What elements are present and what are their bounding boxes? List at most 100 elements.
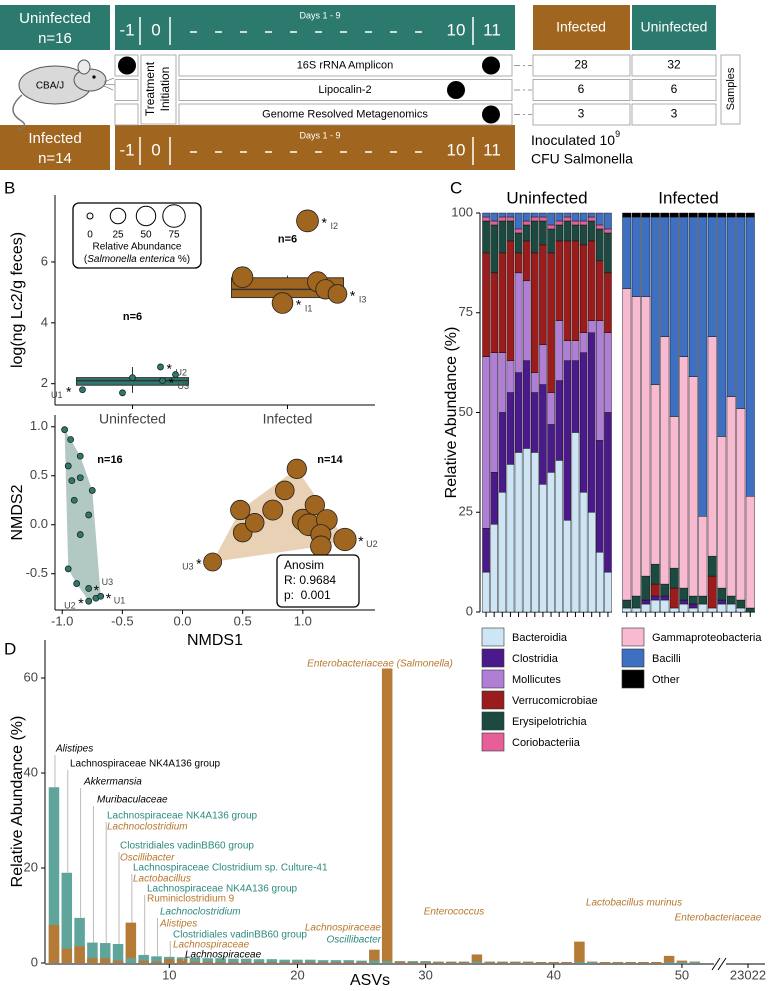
annotation: Lachnospiraceae [305, 923, 382, 934]
x-tick-label: -0.5 [111, 613, 133, 628]
bar-segment [660, 595, 670, 601]
annotation: Enterococcus [424, 907, 485, 918]
bar-segment [539, 384, 547, 485]
bar [663, 962, 675, 963]
point-label: U3 [102, 577, 114, 587]
annotation: Enterobacteriaceae [675, 913, 762, 924]
bar-segment [669, 416, 679, 569]
label-marker: * [94, 582, 100, 598]
n-label: n=14 [317, 454, 343, 466]
point [68, 477, 76, 485]
bar-segment [604, 272, 612, 333]
y-axis-label: NMDS2 [9, 484, 26, 540]
bar-segment [679, 212, 689, 218]
mouse-tail [12, 94, 26, 131]
timeline-span: Days 1 - 9 [299, 130, 340, 140]
point [304, 495, 325, 516]
x-axis-label: ASVs [350, 972, 390, 989]
bar [369, 960, 380, 963]
sample-count: 6 [578, 82, 585, 96]
cell [532, 79, 631, 101]
bar [676, 960, 688, 963]
bar-segment [579, 332, 588, 353]
y-tick-label: -0.5 [26, 565, 48, 580]
bar-segment [563, 240, 572, 341]
bar-segment [736, 408, 746, 601]
point [88, 487, 96, 494]
bar [61, 872, 73, 963]
table-header [632, 5, 716, 50]
cell [114, 79, 139, 101]
label-marker: * [196, 556, 202, 572]
y-tick-label: 50 [459, 404, 473, 419]
facet-title: Uninfected [506, 188, 587, 207]
label-marker: * [169, 374, 175, 390]
point-label: I1 [305, 303, 313, 313]
mouse-ear [77, 59, 91, 75]
bar [202, 961, 214, 963]
label-marker: * [350, 288, 356, 304]
n-label: n=6 [278, 234, 297, 246]
annotation: Muribaculaceae [97, 795, 168, 806]
legend-circle [86, 212, 94, 220]
bar-segment [650, 599, 660, 613]
bar [164, 959, 175, 963]
timeline-day: 11 [483, 140, 501, 159]
inoculation-text: Inoculated 10 [531, 132, 615, 148]
point [159, 377, 166, 385]
bar-segment [707, 212, 717, 218]
bar-segment [650, 583, 660, 597]
bar-segment [631, 216, 641, 297]
bar-segment [745, 607, 755, 613]
bar [381, 961, 393, 963]
bar-segment [660, 599, 670, 613]
bar-segment [736, 599, 746, 609]
bar-segment [641, 599, 651, 605]
point-label: U3 [178, 381, 190, 391]
point-label: U2 [366, 539, 378, 549]
table-header-text: Infected [556, 19, 606, 35]
cell [140, 54, 177, 125]
bar-segment [604, 412, 612, 573]
point [296, 209, 319, 233]
bar-segment [498, 216, 507, 222]
bar-segment [531, 452, 539, 613]
cell [532, 54, 631, 77]
bar-segment [745, 212, 755, 218]
panel-label: C [450, 178, 462, 197]
bar-segment [631, 595, 641, 609]
point [172, 371, 179, 378]
bar-segment [555, 320, 563, 381]
bar-segment [555, 380, 563, 461]
sample-dot [118, 56, 136, 75]
panel-label: B [4, 178, 15, 197]
bar-segment [547, 392, 555, 425]
legend-title: Relative Abundance [93, 242, 182, 253]
bar [138, 960, 149, 963]
point [73, 580, 81, 587]
bar [228, 962, 239, 963]
bar [279, 962, 290, 963]
bar-segment [498, 412, 507, 493]
bar-segment [579, 212, 588, 222]
bar [663, 955, 675, 963]
bar-segment [688, 603, 698, 609]
bar [266, 959, 278, 963]
bar-segment [669, 216, 679, 417]
bar-segment [490, 272, 498, 353]
bar-segment [596, 440, 604, 553]
legend-subtitle-part: Salmonella enterica [87, 254, 175, 265]
cell [178, 54, 513, 77]
bar-segment [726, 396, 736, 597]
bar [330, 960, 342, 963]
y-tick-label: 1.0 [30, 418, 48, 433]
bar-segment [571, 220, 580, 226]
bar-segment [539, 212, 547, 218]
timeline-bar [115, 5, 515, 50]
bar-segment [707, 607, 717, 613]
legend-subtitle: (Salmonella enterica %) [84, 254, 190, 265]
y-tick-label: 40 [24, 764, 38, 779]
bar-segment [514, 228, 523, 234]
bar-segment [669, 212, 679, 218]
